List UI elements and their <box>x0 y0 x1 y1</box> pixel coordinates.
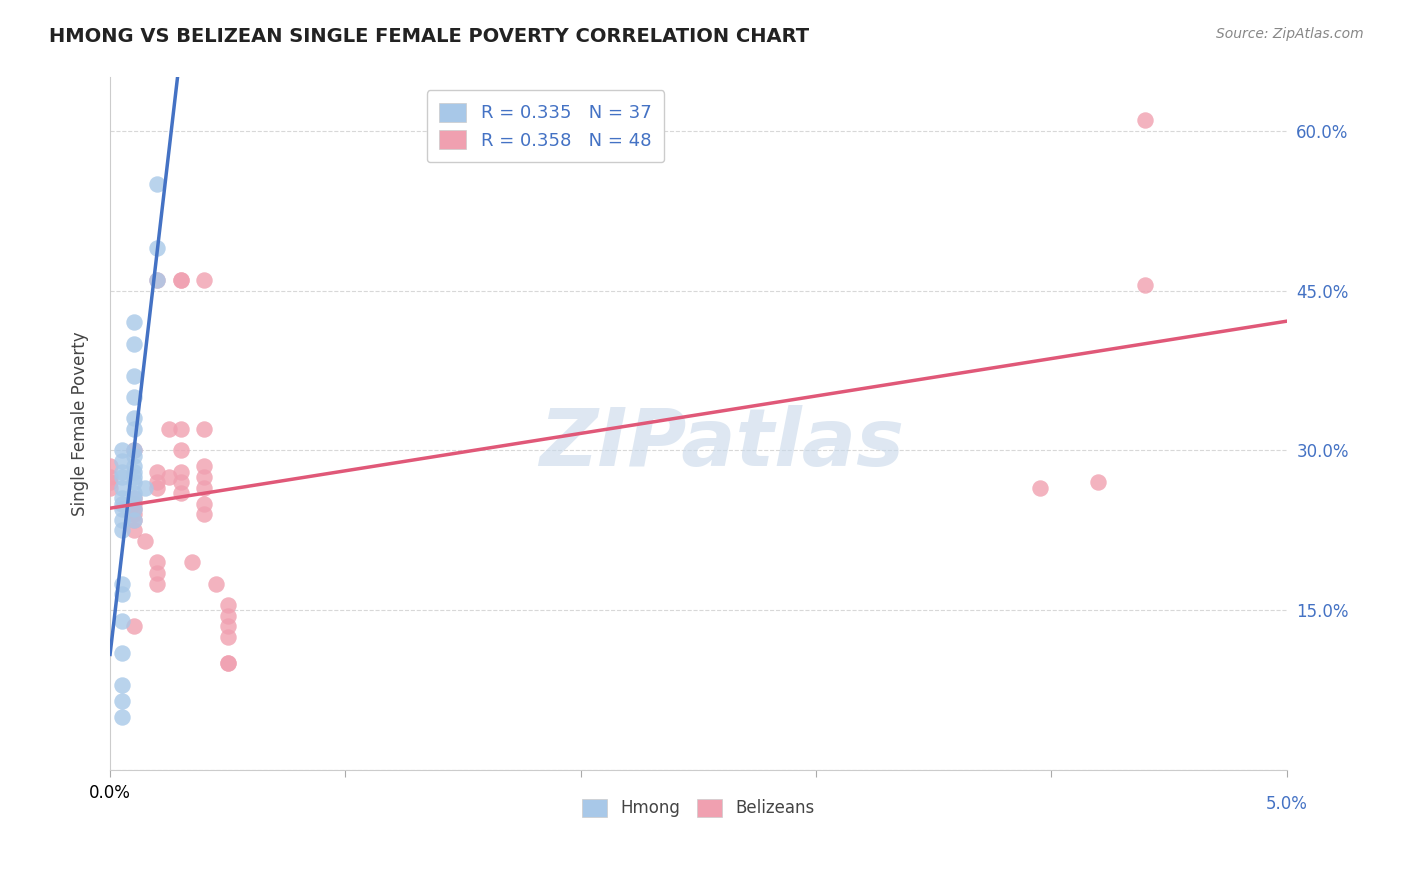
Point <box>111 614 134 628</box>
Point <box>122 523 145 537</box>
Point <box>157 470 180 484</box>
Point <box>122 459 145 474</box>
Point <box>111 491 134 506</box>
Text: HMONG VS BELIZEAN SINGLE FEMALE POVERTY CORRELATION CHART: HMONG VS BELIZEAN SINGLE FEMALE POVERTY … <box>49 27 810 45</box>
Point <box>111 523 134 537</box>
Point <box>193 273 215 287</box>
Point <box>122 368 145 383</box>
Point <box>122 513 145 527</box>
Point <box>122 502 145 516</box>
Point <box>169 475 191 490</box>
Point <box>122 491 145 506</box>
Point <box>122 390 145 404</box>
Point <box>122 470 145 484</box>
Point <box>146 475 169 490</box>
Text: Source: ZipAtlas.com: Source: ZipAtlas.com <box>1216 27 1364 41</box>
Point <box>146 481 169 495</box>
Point <box>122 422 145 436</box>
Point <box>193 459 215 474</box>
Point <box>122 502 145 516</box>
Legend: Hmong, Belizeans: Hmong, Belizeans <box>575 792 821 824</box>
Point <box>1135 278 1157 293</box>
Point <box>111 710 134 724</box>
Point <box>217 598 239 612</box>
Point <box>193 508 215 522</box>
Point <box>146 566 169 580</box>
Point <box>111 443 134 458</box>
Point <box>111 678 134 692</box>
Point <box>217 619 239 633</box>
Point <box>98 475 121 490</box>
Point <box>122 443 145 458</box>
Point <box>122 508 145 522</box>
Point <box>181 555 204 569</box>
Point <box>111 470 134 484</box>
Point <box>122 411 145 425</box>
Point <box>122 491 145 506</box>
Point <box>122 486 145 500</box>
Point <box>146 273 169 287</box>
Point <box>122 513 145 527</box>
Point <box>111 646 134 660</box>
Point <box>98 459 121 474</box>
Point <box>134 481 156 495</box>
Point <box>169 273 191 287</box>
Text: ZIPatlas: ZIPatlas <box>540 406 904 483</box>
Point <box>169 273 191 287</box>
Point <box>98 481 121 495</box>
Point <box>1028 481 1050 495</box>
Point <box>122 316 145 330</box>
Point <box>98 470 121 484</box>
Point <box>217 657 239 671</box>
Point <box>111 481 134 495</box>
Point <box>217 630 239 644</box>
Point <box>122 497 145 511</box>
Point <box>122 475 145 490</box>
Point <box>134 533 156 548</box>
Point <box>169 422 191 436</box>
Point <box>122 443 145 458</box>
Point <box>169 443 191 458</box>
Point <box>1087 475 1109 490</box>
Point <box>205 576 228 591</box>
Point <box>217 657 239 671</box>
Point <box>111 497 134 511</box>
Point <box>111 587 134 601</box>
Point <box>146 465 169 479</box>
Point <box>146 555 169 569</box>
Point <box>157 422 180 436</box>
Point <box>122 619 145 633</box>
Point <box>111 454 134 468</box>
Point <box>146 576 169 591</box>
Y-axis label: Single Female Poverty: Single Female Poverty <box>72 332 89 516</box>
Point <box>193 497 215 511</box>
Text: 5.0%: 5.0% <box>1265 795 1308 813</box>
Point <box>111 465 134 479</box>
Point <box>146 241 169 255</box>
Point <box>122 465 145 479</box>
Point <box>193 422 215 436</box>
Point <box>169 465 191 479</box>
Point <box>122 336 145 351</box>
Point <box>111 576 134 591</box>
Point <box>193 481 215 495</box>
Point <box>146 273 169 287</box>
Point <box>122 449 145 463</box>
Point <box>217 608 239 623</box>
Point <box>111 694 134 708</box>
Point <box>169 486 191 500</box>
Point <box>146 177 169 191</box>
Point <box>193 470 215 484</box>
Point <box>111 513 134 527</box>
Point <box>1135 113 1157 128</box>
Point <box>111 502 134 516</box>
